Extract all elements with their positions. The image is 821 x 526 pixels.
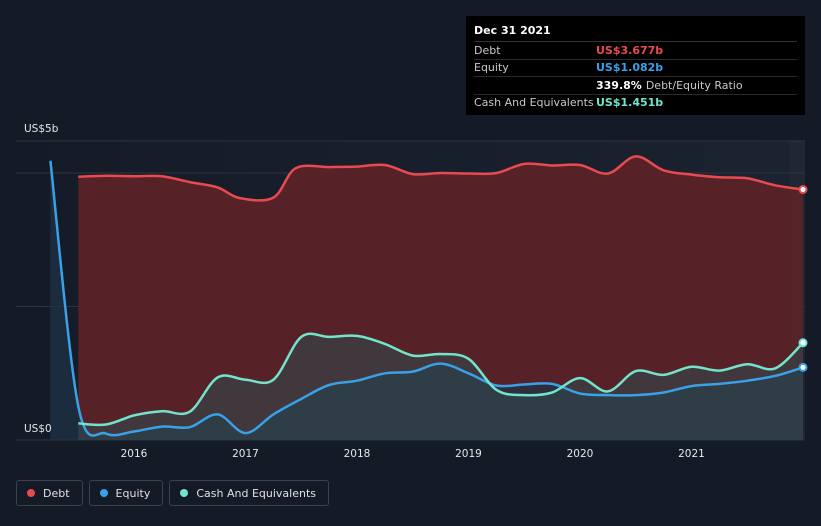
axes: US$5b US$0 2016 2017 2018 2019 2020 2021 <box>24 123 705 460</box>
chart-legend: Debt Equity Cash And Equivalents <box>16 480 329 506</box>
legend-item-debt[interactable]: Debt <box>16 480 83 506</box>
cash-end-marker[interactable] <box>798 338 808 348</box>
cash-line <box>78 332 804 427</box>
debt-end-marker[interactable] <box>798 185 808 195</box>
tooltip-row-ratio: 339.8% Debt/Equity Ratio <box>474 77 797 95</box>
tooltip-row-debt: Debt US$3.677b <box>474 42 797 60</box>
equity-end-marker[interactable] <box>798 362 808 372</box>
x-tick-label-2020: 2020 <box>567 448 594 460</box>
legend-label-debt: Debt <box>43 486 70 500</box>
tooltip-row-equity: Equity US$1.082b <box>474 60 797 77</box>
legend-label-cash: Cash And Equivalents <box>196 486 316 500</box>
equity-line <box>49 160 804 437</box>
debt-line <box>78 155 804 202</box>
x-tick-label-2018: 2018 <box>344 448 371 460</box>
tooltip-date: Dec 31 2021 <box>474 24 797 42</box>
chart-tooltip: Dec 31 2021 Debt US$3.677b Equity US$1.0… <box>466 16 805 115</box>
legend-dot-debt <box>27 489 35 497</box>
series-end-markers <box>798 185 808 372</box>
series-lines <box>49 155 804 437</box>
y-tick-label-zero: US$0 <box>24 423 52 435</box>
cash-area <box>78 333 804 440</box>
x-tick-label-2016: 2016 <box>121 448 148 460</box>
debt-area <box>78 156 804 441</box>
x-tick-label-2017: 2017 <box>232 448 259 460</box>
tooltip-debt-value: US$3.677b <box>596 43 664 57</box>
tooltip-cash-label: Cash And Equivalents <box>474 96 594 110</box>
legend-dot-equity <box>99 489 108 497</box>
tooltip-debt-label: Debt <box>474 43 501 57</box>
tooltip-row-cash: Cash And Equivalents US$1.451b <box>474 95 797 112</box>
legend-dot-cash <box>180 489 189 497</box>
legend-item-equity[interactable]: Equity <box>88 480 164 506</box>
tooltip-ratio-caption: Debt/Equity Ratio <box>645 78 743 92</box>
x-tick-label-2019: 2019 <box>455 448 482 460</box>
tooltip-cash-value: US$1.451b <box>596 96 664 110</box>
y-tick-label-top: US$5b <box>24 123 59 135</box>
tooltip-equity-label: Equity <box>474 61 509 75</box>
legend-item-cash[interactable]: Cash And Equivalents <box>169 480 329 506</box>
tooltip-equity-value: US$1.082b <box>596 61 664 75</box>
x-tick-label-2021: 2021 <box>678 448 705 460</box>
tooltip-ratio-value: 339.8% <box>596 78 642 92</box>
legend-label-equity: Equity <box>115 486 151 500</box>
series-areas <box>50 156 804 441</box>
